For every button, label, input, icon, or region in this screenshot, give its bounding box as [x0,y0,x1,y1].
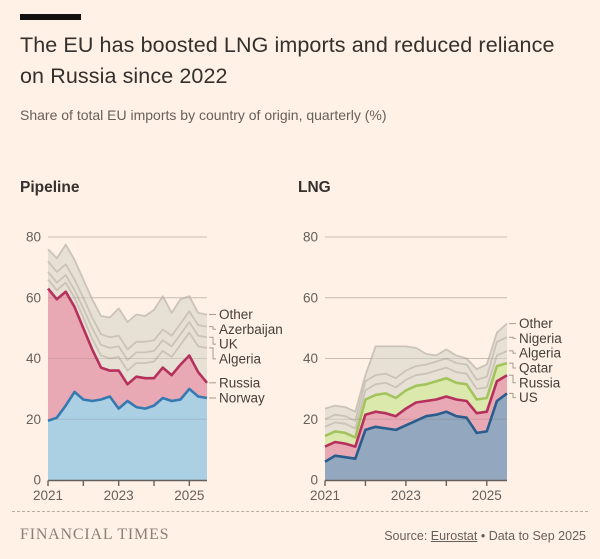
line-uk [47,271,208,361]
line-us [324,392,508,463]
source-note: Source: Eurostat • Data to Sep 2025 [384,529,586,543]
series-label-azerbaijan: Azerbaijan [219,322,283,337]
panel-title-pipeline: Pipeline [20,179,80,196]
ft-logo-text: FINANCIAL TIMES [20,526,170,543]
x-tick-label: 2021 [310,488,340,503]
series-label-other: Other [519,316,553,331]
y-tick-label: 80 [26,230,41,245]
series-label-qatar: Qatar [519,360,553,375]
x-tick-label: 2025 [174,488,204,503]
y-tick-label: 80 [303,230,318,245]
y-tick-label: 40 [303,351,318,366]
y-tick-label: 40 [26,351,41,366]
series-label-norway: Norway [219,390,265,405]
x-tick-label: 2025 [472,488,502,503]
label-connector [209,347,216,360]
series-label-russia: Russia [519,375,561,390]
series-label-nigeria: Nigeria [519,331,562,346]
line-russia [46,287,209,386]
label-connector [509,392,516,399]
line-algeria [47,278,208,372]
line-norway [47,387,208,423]
series-label-russia: Russia [219,375,261,390]
chart-pipeline: 2021 2023 2025 0 20 40 60 80 OtherAzerbaijanUKAl… [26,230,283,504]
label-connector [509,362,516,369]
area-us [325,393,507,480]
y-tick-label: 0 [310,473,318,488]
y-tick-label: 60 [303,290,318,305]
label-connector [509,374,516,384]
area-norway [48,388,207,480]
y-tick-label: 60 [26,290,41,305]
line-other [324,322,508,413]
footer-divider [12,511,588,512]
line-azerbaijan [47,260,208,351]
line-qatar [324,361,508,439]
chart-lng: 2021 2023 2025 0 20 40 60 80 OtherNigeriaAlgeria… [303,230,562,504]
series-label-algeria: Algeria [519,346,562,361]
y-tick-label: 20 [303,412,318,427]
series-label-algeria: Algeria [219,351,262,366]
x-tick-label: 2023 [104,488,134,503]
chart-subtitle: Share of total EU imports by country of … [20,107,387,123]
series-label-uk: UK [219,337,238,352]
y-tick-label: 0 [33,473,41,488]
label-connector [509,336,516,339]
line-other [47,243,208,324]
series-label-us: US [519,390,538,405]
source-link[interactable]: Eurostat [430,529,478,543]
source-rest: • Data to Sep 2025 [480,529,586,543]
label-connector [209,336,216,345]
accent-bar [20,14,81,20]
x-tick-label: 2021 [33,488,63,503]
page-title: The EU has boosted LNG imports and reduc… [20,33,555,88]
x-tick-label: 2023 [391,488,421,503]
label-connector [209,326,216,330]
label-connector [509,350,516,354]
line-nigeria [324,336,508,422]
y-tick-label: 20 [26,412,41,427]
line-algeria [324,350,508,430]
source-label: Source: [384,529,428,543]
series-label-other: Other [219,307,253,322]
panel-title-lng: LNG [298,179,331,196]
line-russia [324,374,508,448]
